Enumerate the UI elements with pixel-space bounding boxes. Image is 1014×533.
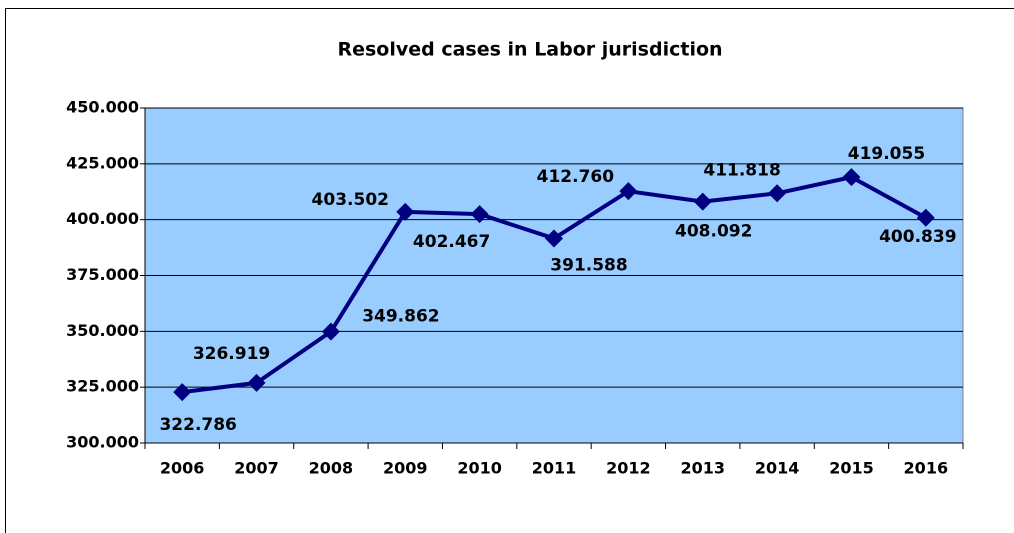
marker	[545, 229, 563, 248]
y-tick-label: 350.000	[66, 321, 139, 340]
data-label: 411.818	[703, 160, 780, 180]
data-label: 408.092	[675, 222, 752, 242]
y-tick-label: 325.000	[66, 377, 139, 396]
data-label: 400.839	[879, 227, 956, 247]
x-tick-label: 2008	[309, 459, 354, 478]
marker	[470, 205, 489, 224]
y-tick-label: 400.000	[66, 209, 139, 228]
y-tick-label: 425.000	[66, 153, 139, 172]
x-tick-label: 2011	[532, 459, 577, 478]
x-tick-label: 2013	[680, 459, 725, 478]
marker	[619, 182, 638, 201]
marker	[768, 184, 787, 203]
data-label: 391.588	[550, 255, 627, 275]
x-tick-label: 2016	[904, 459, 949, 478]
x-tick-label: 2006	[160, 459, 205, 478]
chart-title: Resolved cases in Labor jurisdiction	[337, 39, 722, 61]
data-label: 402.467	[413, 232, 490, 252]
data-label: 326.919	[193, 344, 270, 364]
y-tick-label: 450.000	[66, 98, 139, 117]
data-label: 322.786	[159, 415, 236, 435]
x-tick-label: 2014	[755, 459, 800, 478]
data-label: 412.760	[537, 167, 615, 187]
data-label: 419.055	[848, 144, 925, 164]
marker	[842, 168, 861, 187]
marker	[173, 383, 192, 402]
x-tick-label: 2010	[457, 459, 502, 478]
chart-frame	[5, 8, 1014, 533]
y-tick-label: 375.000	[66, 265, 139, 284]
x-tick-label: 2007	[234, 459, 279, 478]
marker	[247, 373, 266, 392]
data-label: 403.502	[312, 190, 389, 210]
y-tick-label: 300.000	[66, 433, 139, 452]
marker	[396, 202, 415, 221]
x-tick-label: 2015	[829, 459, 874, 478]
x-tick-label: 2009	[383, 459, 428, 478]
x-tick-label: 2012	[606, 459, 651, 478]
marker	[916, 208, 935, 227]
marker	[693, 192, 712, 211]
data-label: 349.862	[362, 307, 439, 327]
marker	[321, 322, 340, 341]
